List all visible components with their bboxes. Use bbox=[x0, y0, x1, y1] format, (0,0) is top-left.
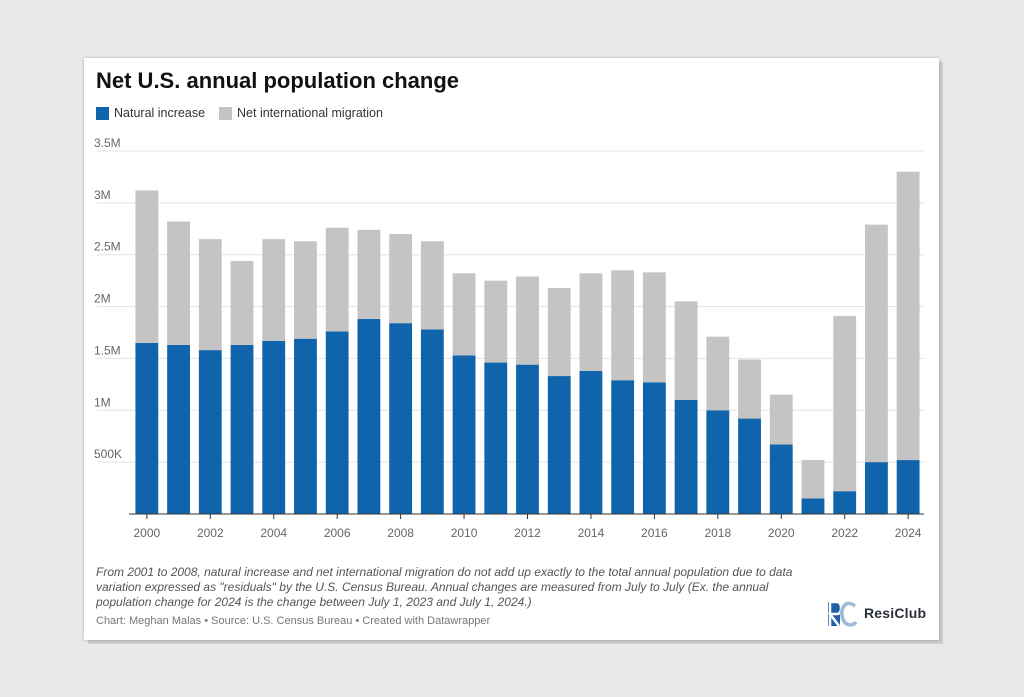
y-tick-label: 1M bbox=[94, 395, 111, 409]
x-tick-label: 2014 bbox=[578, 526, 605, 540]
bar-net-migration bbox=[611, 270, 635, 381]
x-tick-label: 2006 bbox=[324, 526, 351, 540]
bar-natural-increase bbox=[135, 342, 159, 514]
bar-net-migration bbox=[801, 460, 825, 499]
bar-natural-increase bbox=[547, 376, 571, 514]
footnote: From 2001 to 2008, natural increase and … bbox=[96, 565, 793, 609]
bar-natural-increase bbox=[484, 362, 508, 514]
x-tick-label: 2022 bbox=[831, 526, 858, 540]
bar-net-migration bbox=[167, 221, 190, 345]
legend-item-natural-increase: Natural increase bbox=[96, 106, 205, 120]
bar-net-migration bbox=[198, 239, 222, 351]
bar-net-migration bbox=[516, 276, 539, 365]
chart-legend: Natural increase Net international migra… bbox=[96, 106, 383, 120]
legend-label-natural-increase: Natural increase bbox=[114, 106, 206, 120]
bar-net-migration bbox=[135, 190, 159, 343]
resiclub-logo-icon bbox=[827, 600, 858, 627]
bar-natural-increase bbox=[262, 340, 286, 514]
bar-net-migration bbox=[706, 336, 730, 411]
bar-net-migration bbox=[230, 260, 254, 345]
bar-net-migration bbox=[357, 229, 381, 320]
chart-credit: Chart: Meghan Malas • Source: U.S. Censu… bbox=[96, 615, 491, 627]
legend-swatch-net-migration bbox=[219, 106, 233, 120]
y-tick-label: 3.5M bbox=[94, 136, 121, 150]
bar-chart: 500K 1M 1.5M 2M 2.5M 3M 3.5M 2000 2002 2004 2006 20… bbox=[94, 136, 924, 540]
bar-natural-increase bbox=[738, 418, 761, 514]
x-tick-label: 2008 bbox=[387, 526, 414, 540]
bar-net-migration bbox=[674, 301, 698, 400]
x-tick-label: 2010 bbox=[451, 526, 478, 540]
x-tick-label: 2000 bbox=[134, 526, 161, 540]
legend-swatch-natural-increase bbox=[96, 106, 109, 120]
bar-natural-increase bbox=[642, 382, 666, 514]
x-tick-label: 2020 bbox=[768, 526, 795, 540]
bar-natural-increase bbox=[706, 410, 730, 514]
bar-net-migration bbox=[579, 273, 603, 371]
bar-natural-increase bbox=[865, 462, 888, 514]
x-tick-label: 2016 bbox=[641, 526, 668, 540]
resiclub-logo-text: ResiClub bbox=[864, 605, 927, 621]
bar-net-migration bbox=[484, 280, 508, 363]
bar-natural-increase bbox=[516, 364, 539, 514]
chart-title: Net U.S. annual population change bbox=[96, 68, 460, 93]
legend-item-net-migration: Net international migration bbox=[219, 106, 383, 120]
bar-net-migration bbox=[769, 394, 793, 445]
bar-net-migration bbox=[865, 224, 888, 463]
bar-net-migration bbox=[452, 273, 476, 356]
bar-net-migration bbox=[294, 241, 317, 339]
bar-natural-increase bbox=[294, 338, 317, 514]
bar-net-migration bbox=[896, 171, 920, 461]
bar-natural-increase bbox=[167, 344, 190, 514]
bar-natural-increase bbox=[230, 344, 254, 514]
chart-card: Net U.S. annual population change Natura… bbox=[84, 58, 939, 640]
bar-natural-increase bbox=[801, 498, 825, 514]
bar-net-migration bbox=[262, 239, 286, 341]
y-tick-label: 2M bbox=[94, 292, 111, 306]
y-tick-label: 500K bbox=[94, 447, 122, 461]
legend-label-net-migration: Net international migration bbox=[237, 106, 383, 120]
bar-net-migration bbox=[325, 227, 349, 332]
bar-natural-increase bbox=[674, 399, 698, 514]
bar-net-migration bbox=[547, 287, 571, 377]
y-tick-label: 1.5M bbox=[94, 343, 121, 357]
resiclub-logo: ResiClub bbox=[826, 598, 926, 628]
x-tick-label: 2012 bbox=[514, 526, 541, 540]
y-tick-label: 2.5M bbox=[94, 240, 121, 254]
bar-natural-increase bbox=[420, 329, 444, 514]
x-tick-label: 2024 bbox=[895, 526, 922, 540]
bar-natural-increase bbox=[389, 323, 413, 514]
x-tick-label: 2002 bbox=[197, 526, 224, 540]
bar-natural-increase bbox=[452, 355, 476, 514]
y-tick-label: 3M bbox=[94, 188, 111, 202]
bar-net-migration bbox=[738, 359, 761, 419]
bar-net-migration bbox=[833, 315, 857, 492]
bar-natural-increase bbox=[325, 331, 349, 514]
x-tick-label: 2018 bbox=[704, 526, 731, 540]
bar-net-migration bbox=[642, 272, 666, 383]
bar-natural-increase bbox=[357, 319, 381, 514]
bar-net-migration bbox=[420, 241, 444, 330]
bar-natural-increase bbox=[896, 460, 920, 514]
bar-natural-increase bbox=[833, 491, 857, 514]
bar-natural-increase bbox=[611, 380, 635, 514]
bar-natural-increase bbox=[198, 350, 222, 514]
bar-natural-increase bbox=[769, 444, 793, 514]
bar-net-migration bbox=[389, 233, 413, 324]
bar-natural-increase bbox=[579, 370, 603, 514]
x-tick-label: 2004 bbox=[260, 526, 287, 540]
